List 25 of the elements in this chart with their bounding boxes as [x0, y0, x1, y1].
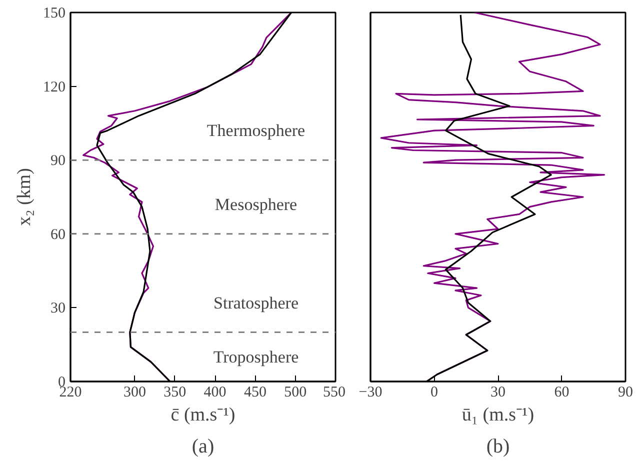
annotation: Stratosphere	[214, 293, 298, 312]
text: (a)	[192, 436, 214, 458]
annotation: Thermosphere	[206, 121, 306, 140]
x-tick-label: 30	[490, 384, 506, 400]
x-tick-label: 300	[123, 384, 146, 400]
x-axis-title: ū₁ (m.s⁻¹)	[462, 404, 534, 426]
x-tick-label: 550	[323, 384, 346, 400]
x-axis-title: c̄ (m.s⁻¹)	[170, 404, 236, 426]
text: (b)	[486, 436, 510, 458]
x-tick-label: 90	[618, 384, 633, 400]
x-tick-label: 60	[554, 384, 570, 400]
x-tick-label: 450	[244, 384, 266, 400]
x-tick-label: 350	[164, 384, 186, 400]
y-tick-label: 90	[50, 153, 66, 170]
y-tick-label: 30	[50, 300, 66, 317]
x-tick-label: −30	[358, 384, 382, 400]
x-tick-label: 0	[430, 384, 438, 400]
y-tick-label: 120	[43, 79, 66, 96]
y-tick-label: 60	[50, 226, 66, 243]
y-tick-label: 150	[43, 6, 66, 22]
y-axis-title: x₂ (km)	[14, 168, 35, 226]
x-tick-label: 500	[284, 384, 307, 400]
annotation: Troposphere	[213, 347, 299, 366]
annotation: Mesosphere	[214, 194, 298, 214]
x-tick-label: 400	[204, 384, 226, 400]
